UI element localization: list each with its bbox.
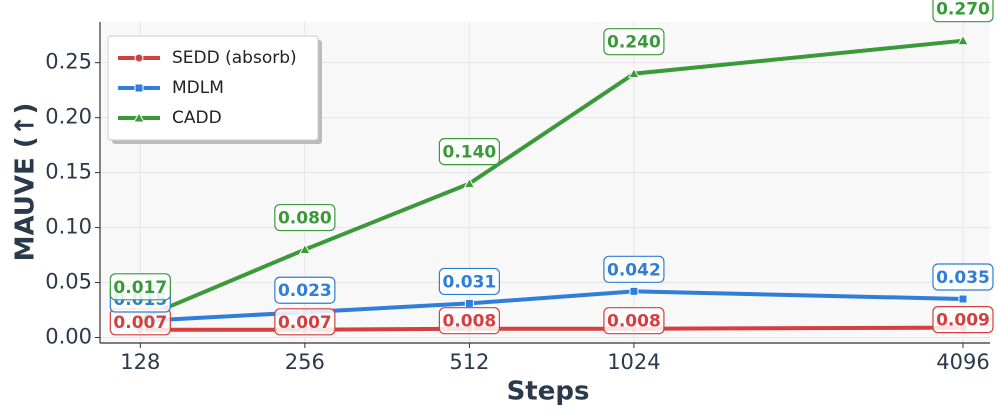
- legend-label: CADD: [172, 108, 222, 128]
- x-tick-label: 256: [285, 350, 325, 374]
- series-line: [140, 325, 963, 332]
- data-label-box: [274, 276, 336, 304]
- data-point: [464, 298, 474, 308]
- y-tick-label: 0.15: [45, 160, 92, 184]
- data-label: 0.017: [113, 278, 167, 298]
- data-label: 0.270: [936, 0, 990, 20]
- data-label-box: [932, 0, 994, 23]
- data-label: 0.140: [442, 143, 496, 163]
- y-tick-label: 0.05: [45, 270, 92, 294]
- data-label-box: [603, 28, 665, 56]
- data-label: 0.008: [442, 312, 496, 332]
- y-tick-label: 0.10: [45, 215, 92, 239]
- data-label: 0.009: [936, 311, 990, 331]
- data-label: 0.008: [607, 312, 661, 332]
- x-tick-label: 128: [120, 350, 160, 374]
- legend-label: MDLM: [172, 78, 224, 98]
- data-label-box: [274, 203, 336, 232]
- data-point: [463, 177, 476, 189]
- y-tick-label: 0.00: [45, 325, 92, 349]
- legend-marker: [133, 111, 145, 123]
- legend: [107, 35, 319, 141]
- data-label-box: [932, 306, 994, 334]
- data-label: 0.031: [442, 272, 496, 292]
- y-axis-label: MAUVE (↑): [11, 103, 41, 262]
- x-tick-label: 1024: [607, 350, 660, 374]
- legend-label: SEDD (absorb): [172, 48, 297, 68]
- x-axis-label: Steps: [507, 377, 590, 407]
- legend-marker: [134, 53, 144, 63]
- data-point: [629, 286, 639, 296]
- data-point: [628, 67, 640, 79]
- y-tick-label: 0.20: [45, 105, 92, 129]
- x-tick-label: 512: [449, 350, 489, 374]
- data-label-box: [274, 308, 336, 336]
- data-label-box: [438, 307, 500, 335]
- data-label: 0.035: [936, 268, 990, 288]
- x-tick-label: 4096: [936, 350, 989, 374]
- legend-marker: [134, 83, 144, 93]
- data-label-box: [603, 255, 665, 283]
- data-label: 0.023: [278, 281, 332, 301]
- data-label-box: [438, 267, 500, 296]
- data-label: 0.240: [607, 33, 661, 53]
- data-label-box: [932, 263, 994, 291]
- data-label-box: [109, 273, 171, 301]
- data-label-box: [438, 137, 500, 166]
- y-tick-label: 0.25: [45, 50, 92, 74]
- data-label: 0.007: [113, 313, 167, 333]
- data-label: 0.042: [607, 260, 661, 280]
- data-label-box: [603, 307, 665, 335]
- data-label: 0.007: [278, 313, 332, 333]
- data-point: [299, 243, 311, 255]
- data-label: 0.080: [278, 209, 332, 229]
- data-point: [958, 294, 968, 304]
- data-point: [957, 34, 969, 46]
